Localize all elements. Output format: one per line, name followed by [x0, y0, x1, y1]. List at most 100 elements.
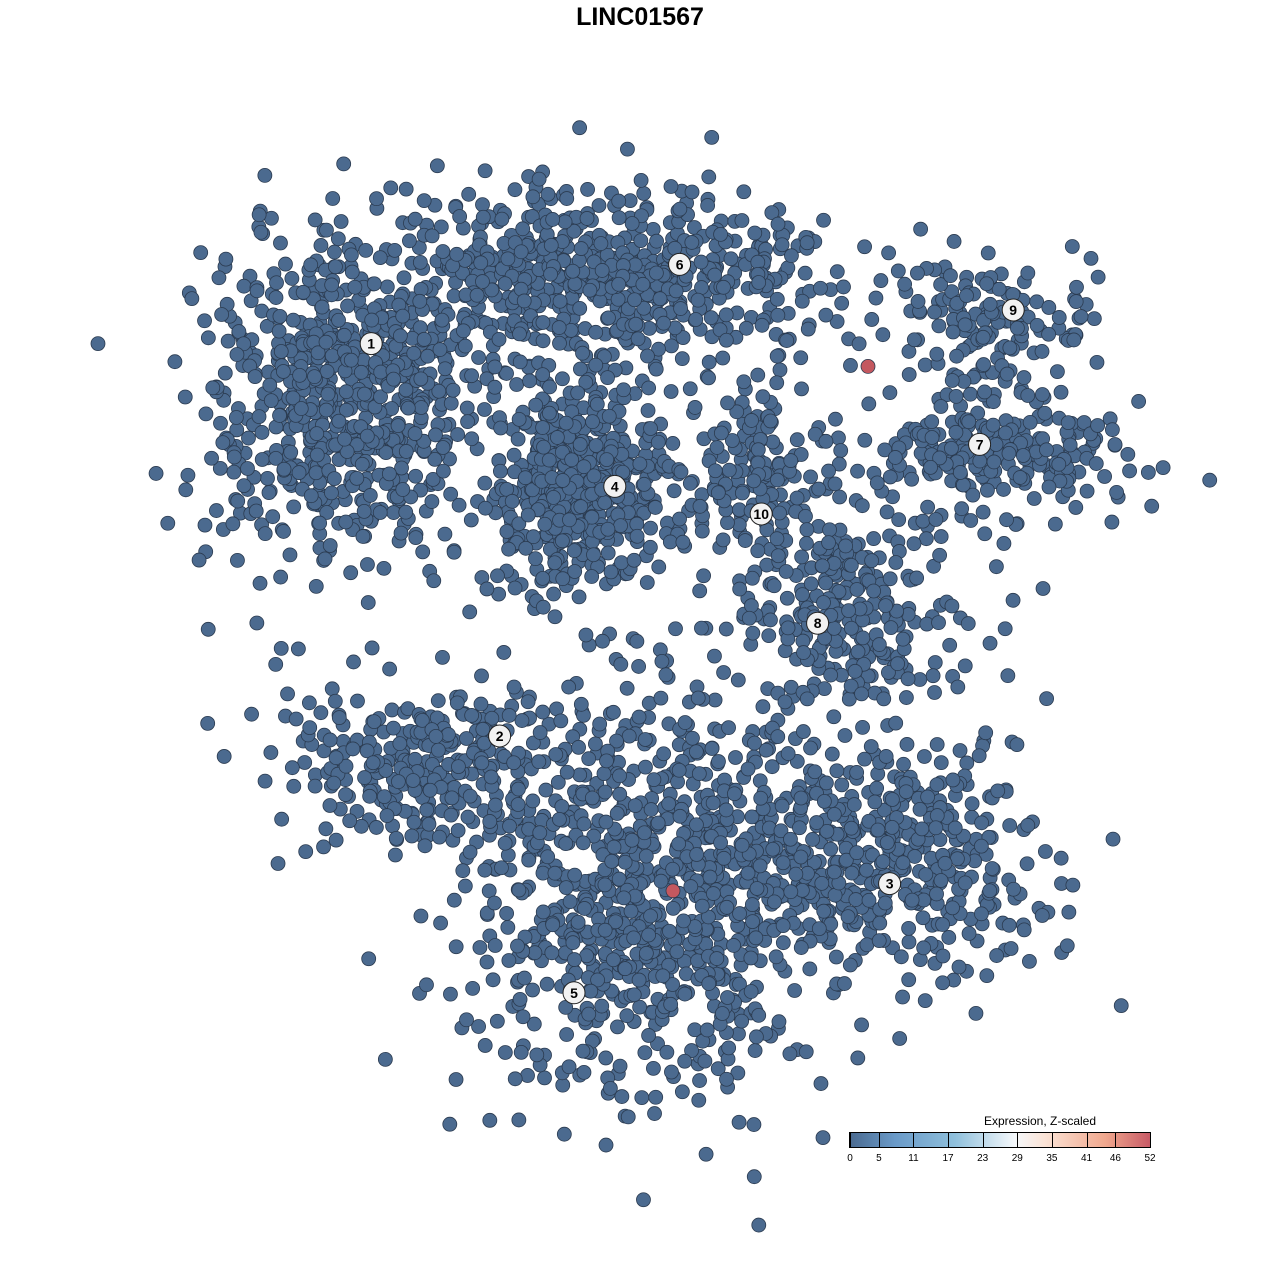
cell-point-cluster-5: [689, 817, 704, 833]
cell-point-cluster-1: [319, 505, 335, 520]
cluster-label-text: 6: [676, 256, 684, 272]
cell-point-cluster-1: [226, 449, 242, 465]
cell-point-cluster-2: [268, 657, 284, 672]
cell-point-cluster-7: [924, 430, 940, 445]
cell-point-cluster-7: [1202, 472, 1218, 488]
cell-point-cluster-6: [747, 225, 763, 241]
cell-point-cluster-2: [535, 704, 551, 720]
cell-point-cluster-4: [576, 459, 592, 475]
cell-point-cluster-1: [381, 466, 397, 482]
cell-point-cluster-4: [597, 495, 613, 511]
cell-point-cluster-6: [383, 180, 399, 196]
cell-point-cluster-9: [897, 276, 913, 292]
cell-point-cluster-9: [1086, 311, 1102, 327]
cell-point-cluster-3: [1034, 908, 1050, 923]
cell-point-cluster-1: [327, 244, 342, 260]
cell-point-cluster-5: [626, 930, 642, 946]
cell-point-cluster-6: [701, 370, 716, 386]
cell-point-cluster-6: [633, 172, 649, 188]
cell-point-cluster-3: [916, 940, 932, 956]
cell-point-cluster-1: [398, 382, 414, 398]
cell-point-cluster-9: [979, 276, 995, 292]
cell-point-cluster-7: [1140, 465, 1156, 480]
cell-point-cluster-3: [878, 749, 894, 764]
cell-point-cluster-10: [721, 462, 737, 478]
cell-point-cluster-9: [931, 318, 947, 334]
cell-point-cluster-7: [857, 432, 873, 448]
cell-point-cluster-3: [979, 968, 995, 984]
cell-point-cluster-1: [317, 551, 333, 567]
cell-point-cluster-7: [944, 440, 959, 456]
cell-point-cluster-5: [474, 755, 490, 771]
cell-point-cluster-5: [612, 786, 628, 802]
cell-point-cluster-8: [988, 559, 1004, 575]
cell-point-cluster-2: [274, 811, 290, 827]
cell-point-cluster-1: [322, 538, 338, 553]
cell-point-cluster-5: [624, 832, 640, 848]
cell-point-cluster-5: [448, 1072, 464, 1087]
cell-point-cluster-9: [1029, 317, 1045, 333]
cell-point-cluster-4: [493, 420, 509, 436]
cell-point-cluster-1: [309, 426, 325, 442]
cell-point-cluster-5: [487, 938, 503, 953]
cell-point-cluster-10: [707, 463, 723, 479]
cell-point-cluster-2: [257, 773, 273, 789]
cell-point-cluster-3: [901, 934, 917, 950]
cell-point-cluster-6: [601, 310, 616, 326]
cell-point-cluster-1: [254, 425, 270, 440]
cell-point-cluster-5: [559, 1027, 574, 1042]
cell-point-cluster-3: [1039, 691, 1055, 707]
cell-point-cluster-1: [284, 271, 300, 286]
cell-point-cluster-5: [770, 729, 786, 745]
cell-point-cluster-1: [408, 468, 424, 484]
cell-point-cluster-1: [283, 444, 299, 460]
cell-point-cluster-2: [322, 732, 338, 748]
cell-point-cluster-5: [450, 823, 466, 838]
cell-point-cluster-5: [597, 877, 613, 893]
cell-point-cluster-5: [577, 901, 592, 916]
cell-point-cluster-6: [572, 300, 588, 316]
cell-point-cluster-5: [497, 835, 513, 851]
cell-point-cluster-5: [617, 854, 633, 870]
cell-point-cluster-2: [346, 654, 361, 670]
colorbar-tick: [1051, 1133, 1053, 1147]
cell-point-cluster-6: [525, 189, 541, 205]
colorbar-tick-label: 41: [1080, 1153, 1093, 1164]
cell-point-cluster-6: [551, 320, 567, 335]
cell-point-cluster-10: [833, 443, 849, 458]
cell-point-cluster-6: [344, 264, 360, 280]
cell-point-cluster-8: [890, 656, 906, 672]
cell-point-cluster-3: [1006, 881, 1021, 897]
cell-point-cluster-2: [244, 706, 259, 722]
cell-point-cluster-5: [748, 930, 764, 946]
cell-point-cluster-10: [746, 473, 762, 489]
cell-point-cluster-5: [619, 1008, 635, 1024]
cell-point-cluster-1: [241, 430, 256, 446]
cell-point-cluster-4: [626, 552, 642, 568]
cell-point-cluster-3: [1019, 856, 1035, 872]
cell-point-cluster-6: [774, 237, 790, 253]
cell-point-cluster-5: [861, 892, 877, 908]
cell-point-cluster-5: [689, 847, 705, 862]
colorbar-tick-label: 11: [908, 1153, 919, 1164]
cell-point-cluster-3: [1113, 998, 1129, 1014]
cell-point-cluster-4: [536, 439, 551, 455]
cell-point-cluster-10: [763, 413, 778, 429]
cell-point-cluster-6: [738, 320, 754, 336]
cell-point-cluster-5: [576, 1064, 592, 1080]
cell-point-cluster-1: [160, 515, 176, 531]
cell-point-cluster-3: [854, 686, 869, 702]
cell-point-cluster-5: [621, 728, 637, 744]
cell-point-cluster-5: [698, 1146, 714, 1162]
cell-point-cluster-3: [846, 797, 862, 812]
cell-point-cluster-3: [837, 976, 852, 991]
cell-point-cluster-7: [933, 399, 949, 414]
cell-point-cluster-5: [613, 656, 629, 672]
cell-point-cluster-7: [1051, 456, 1067, 472]
cell-point-cluster-2: [441, 727, 456, 742]
cell-point-cluster-4: [616, 382, 631, 398]
cell-point-cluster-6: [750, 367, 766, 383]
cell-point-cluster-1: [240, 461, 255, 476]
cell-point-cluster-3: [929, 808, 945, 823]
cell-point-cluster-6: [475, 274, 490, 289]
